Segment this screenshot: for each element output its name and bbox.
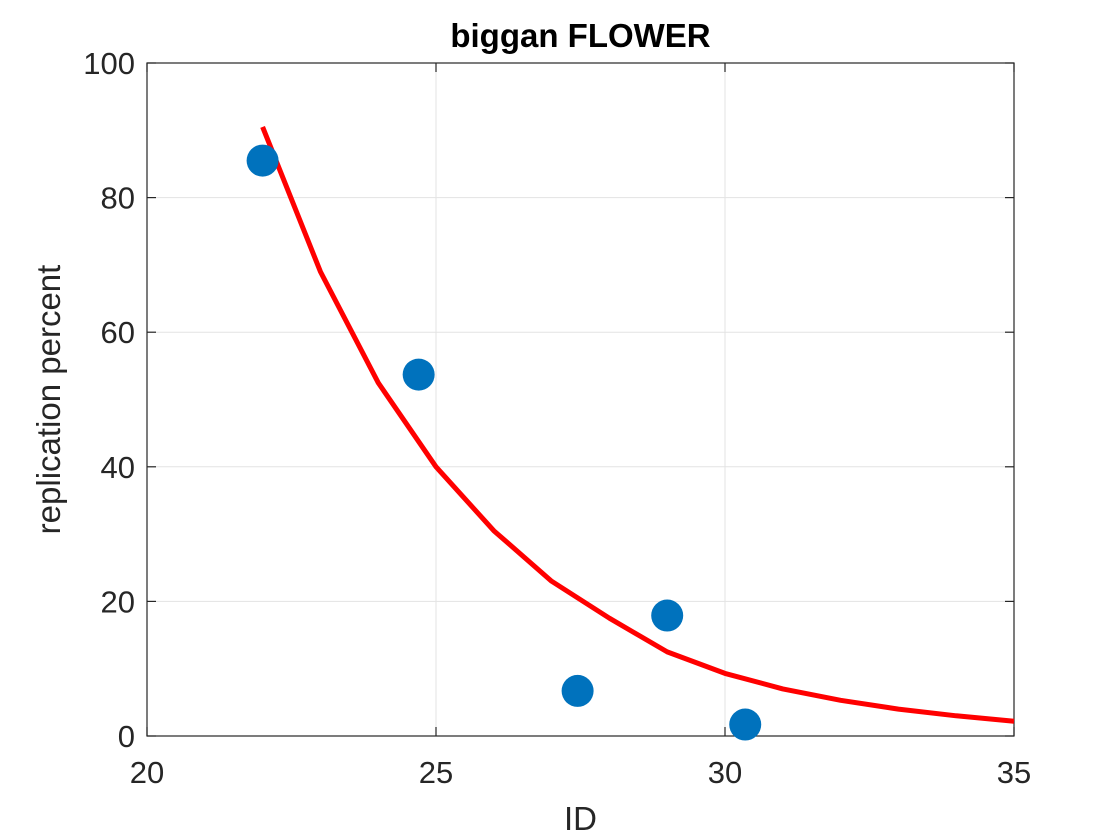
y-tick-label: 0 — [118, 719, 135, 754]
chart-title: biggan FLOWER — [450, 17, 710, 54]
fit-curve — [260, 125, 1015, 724]
y-tick-label: 20 — [101, 584, 135, 619]
y-tick-label: 100 — [83, 46, 135, 81]
x-axis-label: ID — [564, 800, 597, 837]
y-tick-label: 40 — [101, 450, 135, 485]
x-tick-label: 30 — [708, 755, 742, 790]
data-point — [402, 358, 435, 391]
series — [246, 125, 1015, 741]
data-point — [246, 144, 279, 177]
data-point — [651, 599, 684, 632]
data-point — [561, 674, 594, 707]
y-axis-label: replication percent — [30, 265, 67, 535]
plot-area-frame — [146, 62, 1015, 737]
x-tick-label: 25 — [419, 755, 453, 790]
y-tick-label: 80 — [101, 181, 135, 216]
y-tick-label: 60 — [101, 315, 135, 350]
x-tick-label: 35 — [997, 755, 1031, 790]
x-tick-label: 20 — [130, 755, 164, 790]
data-point — [729, 708, 762, 741]
